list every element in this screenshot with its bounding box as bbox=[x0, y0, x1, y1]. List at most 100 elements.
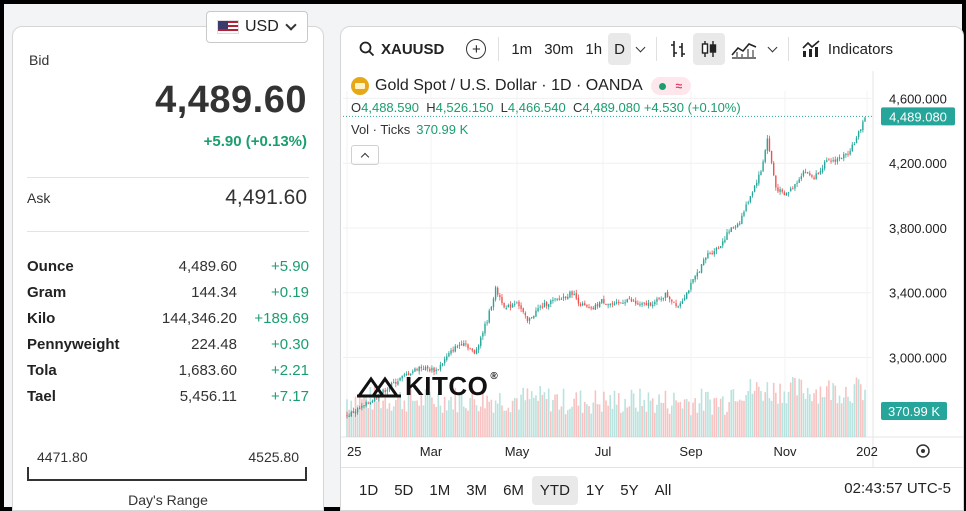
candle-body bbox=[541, 306, 544, 308]
candles-chart-type-button[interactable] bbox=[692, 33, 725, 65]
area-chart-type-button[interactable] bbox=[725, 33, 763, 65]
interval-d[interactable]: D bbox=[608, 33, 631, 65]
candle-body bbox=[847, 153, 849, 155]
candle-body bbox=[350, 411, 352, 417]
price-axis-label: 3,000.000 bbox=[889, 350, 947, 365]
timeframe-6m[interactable]: 6M bbox=[503, 481, 524, 499]
candle-body bbox=[579, 304, 582, 306]
candle-body bbox=[539, 306, 541, 308]
volume-bar bbox=[639, 388, 641, 437]
unit-name: Tael bbox=[27, 387, 56, 405]
volume-bar bbox=[628, 406, 631, 437]
symbol-search[interactable]: XAUUSD bbox=[353, 33, 450, 65]
timeframe-1y[interactable]: 1Y bbox=[585, 481, 605, 499]
candle-body bbox=[426, 366, 429, 369]
candle-body bbox=[632, 300, 635, 302]
candle-body bbox=[618, 302, 620, 304]
volume-bar bbox=[558, 409, 561, 437]
price-chart[interactable]: 4,600.000 4,200.000 3,800.000 3,400.000 3,00… bbox=[341, 27, 964, 467]
candle-body bbox=[395, 382, 397, 384]
price-axis-label: 4,600.000 bbox=[889, 91, 947, 106]
timeframe-1m[interactable]: 1M bbox=[429, 481, 451, 499]
timeframe-all[interactable]: All bbox=[654, 481, 672, 499]
candle-body bbox=[433, 367, 435, 372]
candle-body bbox=[550, 300, 552, 304]
candle-body bbox=[813, 177, 815, 180]
volume-value: 370.99 K bbox=[416, 122, 469, 137]
candle-body bbox=[762, 161, 764, 172]
candle-body bbox=[770, 150, 773, 163]
volume-bar bbox=[352, 410, 355, 437]
compare-button[interactable]: + bbox=[460, 33, 492, 65]
interval-1m[interactable]: 1m bbox=[511, 40, 533, 58]
unit-change: +0.30 bbox=[271, 335, 309, 353]
unit-change: +2.21 bbox=[271, 361, 309, 379]
candle-body bbox=[452, 349, 454, 352]
volume-bar bbox=[588, 406, 590, 437]
volume-bar bbox=[435, 406, 437, 437]
volume-bar bbox=[609, 394, 612, 437]
candle-body bbox=[526, 316, 529, 322]
candle-body bbox=[728, 231, 730, 233]
volume-bar bbox=[772, 382, 775, 437]
candle-body bbox=[492, 298, 495, 308]
volume-bar bbox=[758, 386, 760, 437]
unit-name: Tola bbox=[27, 361, 57, 379]
candle-body bbox=[857, 131, 860, 137]
candle-body bbox=[613, 303, 616, 305]
volume-bar bbox=[753, 390, 756, 437]
unit-name: Pennyweight bbox=[27, 335, 120, 353]
candle-body bbox=[467, 344, 469, 349]
collapse-legend-button[interactable] bbox=[351, 145, 379, 165]
candle-body bbox=[775, 175, 777, 188]
volume-bar bbox=[622, 411, 624, 437]
candle-body bbox=[615, 302, 618, 304]
time-axis-label: Jul bbox=[595, 444, 612, 459]
candle-body bbox=[855, 137, 858, 144]
volume-bar bbox=[685, 399, 688, 437]
bar-chart-type-button[interactable] bbox=[663, 33, 693, 65]
last-price-tag-label: 4,489.080 bbox=[889, 109, 947, 124]
interval-dropdown[interactable] bbox=[631, 33, 650, 65]
close-label: C bbox=[572, 100, 583, 115]
currency-dropdown[interactable]: USD bbox=[206, 11, 308, 43]
timeframe-ytd[interactable]: YTD bbox=[531, 475, 578, 505]
unit-row-gram: Gram 144.34 +0.19 bbox=[27, 279, 309, 305]
volume-bar bbox=[420, 392, 423, 437]
interval-30m[interactable]: 30m bbox=[544, 40, 574, 58]
candle-body bbox=[359, 407, 361, 409]
volume-bar bbox=[541, 394, 544, 437]
volume-bar bbox=[424, 389, 427, 437]
indicators-button[interactable]: Indicators bbox=[795, 33, 899, 65]
volume-bar bbox=[736, 401, 739, 437]
volume-bar bbox=[581, 412, 584, 437]
candle-body bbox=[753, 185, 756, 192]
volume-bar bbox=[620, 412, 622, 437]
timeframe-5d[interactable]: 5D bbox=[394, 481, 414, 499]
volume-bar bbox=[768, 398, 771, 437]
candle-body bbox=[518, 301, 520, 307]
timeframe-5y[interactable]: 5Y bbox=[620, 481, 639, 499]
volume-bar bbox=[690, 415, 692, 437]
candle-body bbox=[707, 252, 709, 258]
chevron-down-icon bbox=[285, 19, 297, 31]
candle-body bbox=[371, 400, 374, 403]
interval-1h[interactable]: 1h bbox=[585, 40, 603, 58]
chart-clock[interactable]: 02:43:57 UTC-5 bbox=[844, 480, 951, 497]
candle-body bbox=[537, 308, 539, 312]
candle-body bbox=[851, 144, 853, 152]
candle-body bbox=[675, 303, 677, 307]
unit-price: 1,683.60 bbox=[178, 361, 237, 379]
candle-body bbox=[756, 182, 758, 186]
timeframe-1d[interactable]: 1D bbox=[359, 481, 379, 499]
candle-body bbox=[815, 173, 817, 180]
timeframe-3m[interactable]: 3M bbox=[466, 481, 488, 499]
candle-body bbox=[864, 117, 866, 122]
chart-type-dropdown[interactable] bbox=[763, 33, 782, 65]
settings-gear-icon[interactable] bbox=[916, 444, 930, 458]
candle-body bbox=[690, 282, 692, 290]
candle-body bbox=[473, 350, 476, 354]
volume-bar bbox=[460, 394, 463, 437]
candle-body bbox=[715, 248, 718, 251]
